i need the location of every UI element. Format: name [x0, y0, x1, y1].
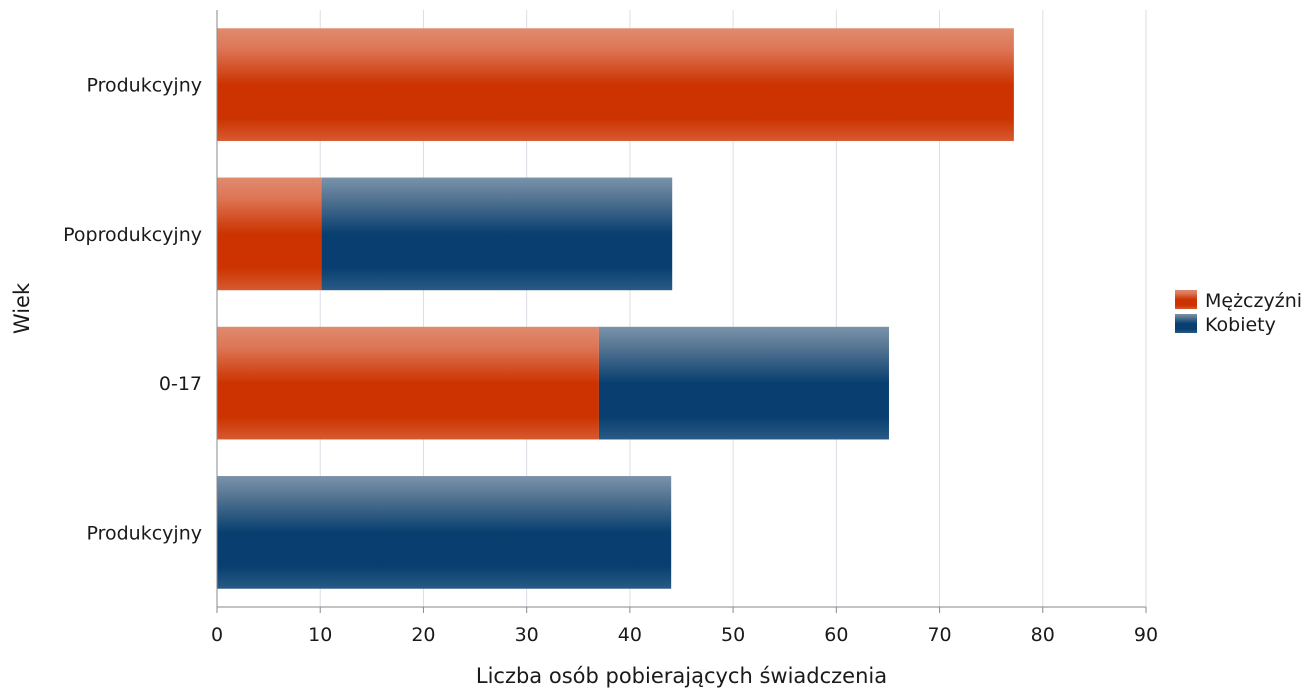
x-tick-label: 50	[721, 624, 745, 646]
bars	[217, 28, 1014, 589]
x-tick-label: 60	[824, 624, 848, 646]
legend-swatch-mezczyzni	[1175, 290, 1197, 309]
bar-mezczyzni-1	[217, 177, 322, 291]
y-tick-labels: Produkcyjny Poprodukcyjny 0-17 Produkcyjny	[63, 75, 202, 545]
y-tick-label: Poprodukcyjny	[63, 224, 202, 246]
y-tick-label: Produkcyjny	[86, 522, 202, 544]
y-axis-title: Wiek	[10, 282, 34, 334]
y-tick-label: Produkcyjny	[86, 75, 202, 97]
legend-label-kobiety: Kobiety	[1205, 314, 1276, 336]
bar-kobiety-3	[217, 476, 672, 589]
x-tick-label: 70	[927, 624, 951, 646]
bar-kobiety-1	[321, 177, 673, 291]
x-tick-label: 40	[618, 624, 642, 646]
bar-mezczyzni-0	[217, 28, 1014, 141]
x-tick-label: 90	[1134, 624, 1158, 646]
bar-kobiety-2	[598, 326, 889, 440]
x-tick-label: 30	[515, 624, 539, 646]
legend-swatch-kobiety	[1175, 314, 1197, 333]
axes	[216, 10, 1146, 608]
x-tick-label: 20	[411, 624, 435, 646]
bar-mezczyzni-2	[217, 326, 599, 440]
x-axis-title: Liczba osób pobierających świadczenia	[476, 664, 887, 688]
x-tick-label: 0	[211, 624, 223, 646]
x-tick-label: 80	[1031, 624, 1055, 646]
x-tick-labels: 0 10 20 30 40 50 60 70 80 90	[211, 624, 1158, 646]
legend-label-mezczyzni: Mężczyźni	[1205, 290, 1302, 312]
y-tick-label: 0-17	[159, 373, 202, 395]
x-tick-label: 10	[308, 624, 332, 646]
